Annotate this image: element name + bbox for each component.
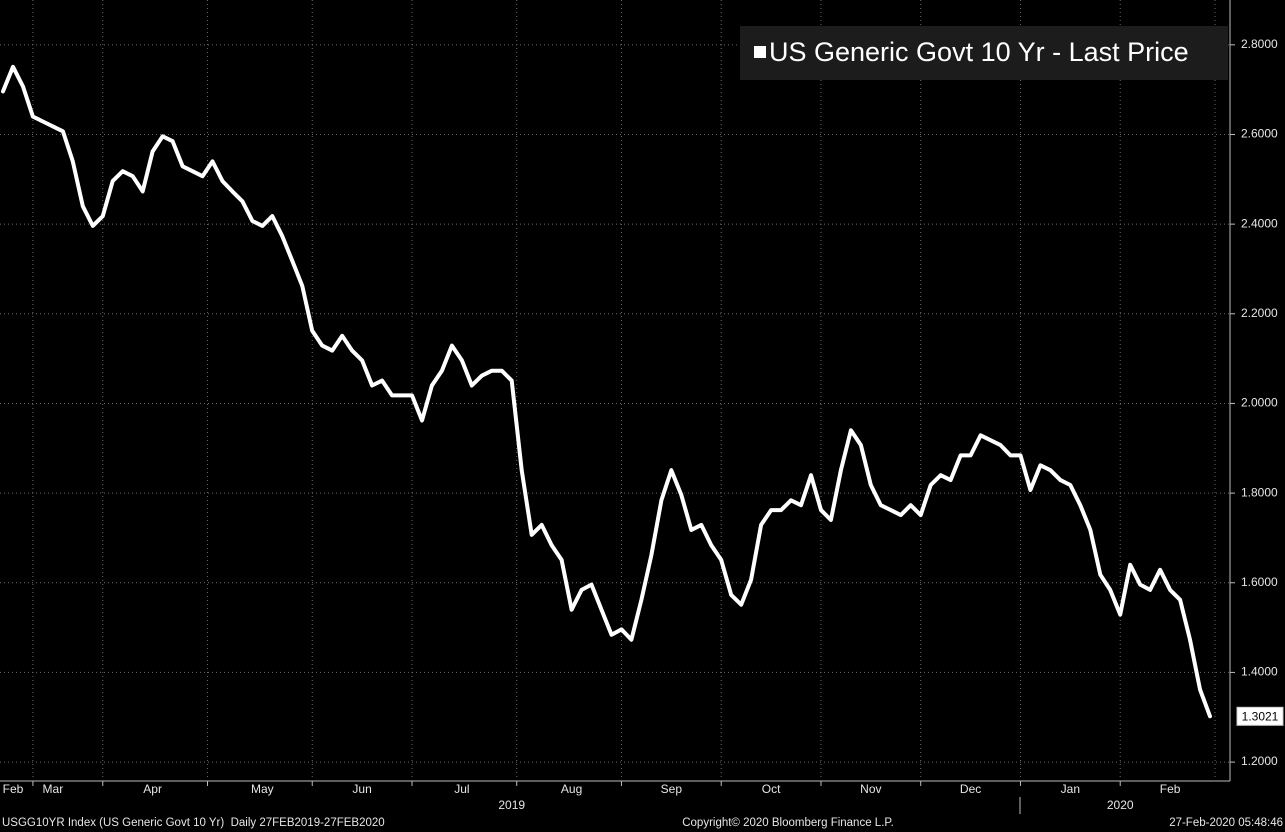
x-tick-label: May — [251, 782, 274, 796]
x-tick-label: Dec — [960, 782, 981, 796]
x-tick-label: Jan — [1061, 782, 1080, 796]
x-tick-label: Mar — [43, 782, 64, 796]
x-tick-label: Nov — [860, 782, 881, 796]
y-tick-label: 1.2000 — [1241, 754, 1278, 768]
x-tick-label: Feb — [1160, 782, 1181, 796]
legend-box — [740, 26, 1228, 80]
y-tick-label: 2.8000 — [1241, 37, 1278, 51]
y-tick-label: 1.8000 — [1241, 485, 1278, 499]
x-tick-label: Sep — [661, 782, 683, 796]
y-tick-label: 2.6000 — [1241, 127, 1278, 141]
footer-center: Copyright© 2020 Bloomberg Finance L.P. — [682, 817, 894, 829]
x-tick-label: Jun — [352, 782, 371, 796]
footer-right: 27-Feb-2020 05:48:46 — [1169, 817, 1283, 829]
series-line — [1, 64, 1212, 719]
y-tick-label: 2.4000 — [1241, 216, 1278, 230]
x-tick-label: Aug — [561, 782, 582, 796]
y-tick-label: 1.6000 — [1241, 575, 1278, 589]
x-tick-label: Apr — [143, 782, 162, 796]
y-tick-label: 2.0000 — [1241, 396, 1278, 410]
footer-left: USGG10YR Index (US Generic Govt 10 Yr) D… — [2, 817, 385, 829]
year-label: 2019 — [498, 798, 525, 812]
x-tick-label: Jul — [454, 782, 469, 796]
y-tick-label: 2.2000 — [1241, 306, 1278, 320]
legend-swatch — [754, 46, 766, 58]
last-price-box — [1236, 706, 1284, 726]
legend-label: US Generic Govt 10 Yr - Last Price — [769, 37, 1189, 67]
y-tick-label: 1.4000 — [1241, 665, 1278, 679]
year-label: 2020 — [1107, 798, 1134, 812]
x-tick-label: Feb — [3, 782, 24, 796]
x-tick-label: Oct — [762, 782, 781, 796]
last-price-label: 1.3021 — [1242, 709, 1279, 723]
